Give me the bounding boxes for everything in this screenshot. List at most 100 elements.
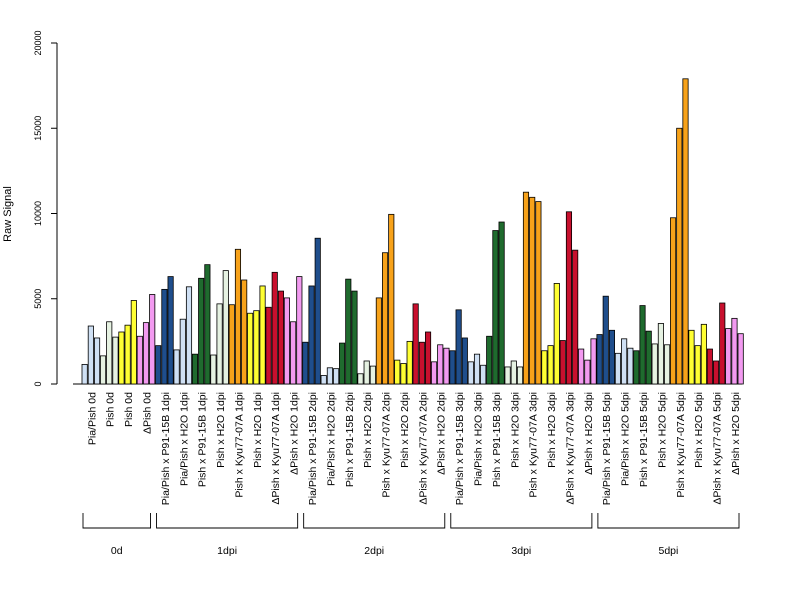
group-bracket — [303, 513, 446, 529]
x-tick-label: Pish x H2O 3dpi — [509, 392, 521, 468]
bar — [375, 297, 382, 385]
bar — [394, 359, 401, 385]
bar — [339, 342, 346, 385]
group-label: 5dpi — [659, 545, 679, 557]
bar — [535, 201, 542, 385]
x-tick-label: Pia/Pish x P91-15B 1dpi — [160, 392, 172, 505]
group-label: 1dpi — [217, 545, 237, 557]
bar — [191, 353, 199, 385]
bar — [118, 331, 125, 385]
y-tick-label: 20000 — [33, 30, 43, 55]
bar — [719, 302, 726, 385]
x-tick-label: Pia/Pish x P91-15B 2dpi — [307, 392, 319, 505]
x-tick-label: Pish x H2O 5dpi — [693, 392, 705, 468]
bar — [210, 354, 217, 385]
bar — [265, 306, 272, 385]
bar — [271, 271, 278, 385]
x-tick-label: ΔPish x H2O 5dpi — [730, 392, 742, 475]
bar — [406, 340, 413, 385]
bar — [94, 337, 101, 385]
bar — [142, 322, 150, 385]
bar — [492, 230, 499, 385]
bar — [345, 278, 352, 385]
bar — [247, 312, 254, 385]
bar — [308, 285, 315, 385]
bar — [326, 367, 333, 385]
bar — [688, 329, 695, 385]
group-bracket — [597, 513, 740, 529]
bar — [480, 364, 487, 385]
bar — [700, 323, 707, 385]
bar — [81, 363, 88, 385]
bar — [602, 295, 609, 385]
x-tick-label: Pia/Pish x P91-15B 3dpi — [454, 392, 466, 505]
bar — [253, 310, 260, 385]
bar — [498, 221, 505, 385]
x-tick-label: ΔPish 0d — [142, 392, 154, 434]
x-tick-label: ΔPish x Kyu77-07A 2dpi — [417, 392, 429, 505]
bar — [320, 375, 327, 385]
bar — [596, 334, 603, 385]
x-tick-label: Pish x H2O 1dpi — [252, 392, 264, 468]
x-tick-labels: Pia/Pish 0d Pish 0d Pish 0d ΔPish 0d Pia/Pis… — [86, 392, 742, 505]
bars — [81, 78, 744, 385]
bar — [124, 324, 131, 385]
bar — [136, 335, 143, 385]
bar — [179, 318, 186, 385]
x-tick-label: Pish 0d — [123, 392, 135, 427]
y-tick-label: 10000 — [33, 201, 43, 226]
bar — [516, 366, 524, 385]
bar — [241, 279, 248, 385]
bar — [130, 300, 137, 385]
y-axis-label: Raw Signal — [2, 186, 14, 242]
bar — [522, 191, 530, 385]
x-tick-label: Pish x H2O 5dpi — [656, 392, 668, 468]
x-tick-label: Pish x P91-15B 2dpi — [344, 392, 356, 487]
group-bracket — [82, 513, 152, 529]
bar — [467, 361, 474, 385]
bar — [185, 286, 193, 385]
bar — [430, 361, 438, 385]
bar — [333, 368, 340, 385]
bar — [541, 350, 548, 385]
x-tick-label: Pish x H2O 2dpi — [399, 392, 411, 468]
bar — [155, 345, 162, 385]
bar — [167, 276, 174, 385]
bar — [222, 270, 229, 385]
bar — [418, 341, 425, 385]
x-tick-label: ΔPish x H2O 1dpi — [289, 392, 301, 475]
x-tick-label: Pia/Pish x H2O 1dpi — [178, 392, 190, 486]
bar — [216, 303, 223, 385]
bar — [437, 344, 444, 385]
bar — [682, 78, 689, 385]
group-bracket — [450, 513, 593, 529]
y-tick-label: 5000 — [33, 289, 43, 309]
y-tick-label: 15000 — [33, 116, 43, 141]
bar — [314, 237, 321, 385]
bar — [553, 283, 560, 385]
bar — [584, 359, 591, 385]
x-tick-label: Pia/Pish 0d — [86, 392, 98, 445]
bar — [461, 337, 468, 385]
x-tick-label: Pia/Pish x H2O 2dpi — [325, 392, 337, 486]
x-tick-label: Pish x Kyu77-07A 1dpi — [233, 392, 245, 498]
x-tick-label: Pish x P91-15B 3dpi — [491, 392, 503, 487]
group-label: 2dpi — [364, 545, 384, 557]
bar — [234, 248, 242, 385]
bar — [99, 355, 107, 385]
x-tick-label: Pia/Pish x P91-15B 5dpi — [601, 392, 613, 505]
x-tick-label: Pish x Kyu77-07A 5dpi — [675, 392, 687, 498]
group-label: 0d — [111, 545, 123, 557]
bar — [706, 348, 713, 385]
bar — [651, 343, 658, 385]
bar — [204, 264, 211, 385]
bar — [283, 297, 290, 385]
x-tick-label: Pish x H2O 3dpi — [546, 392, 558, 468]
bar — [198, 277, 205, 385]
bar — [357, 373, 364, 385]
bar — [351, 290, 358, 385]
bar — [737, 333, 744, 385]
bar — [424, 331, 432, 385]
bar — [547, 345, 554, 385]
